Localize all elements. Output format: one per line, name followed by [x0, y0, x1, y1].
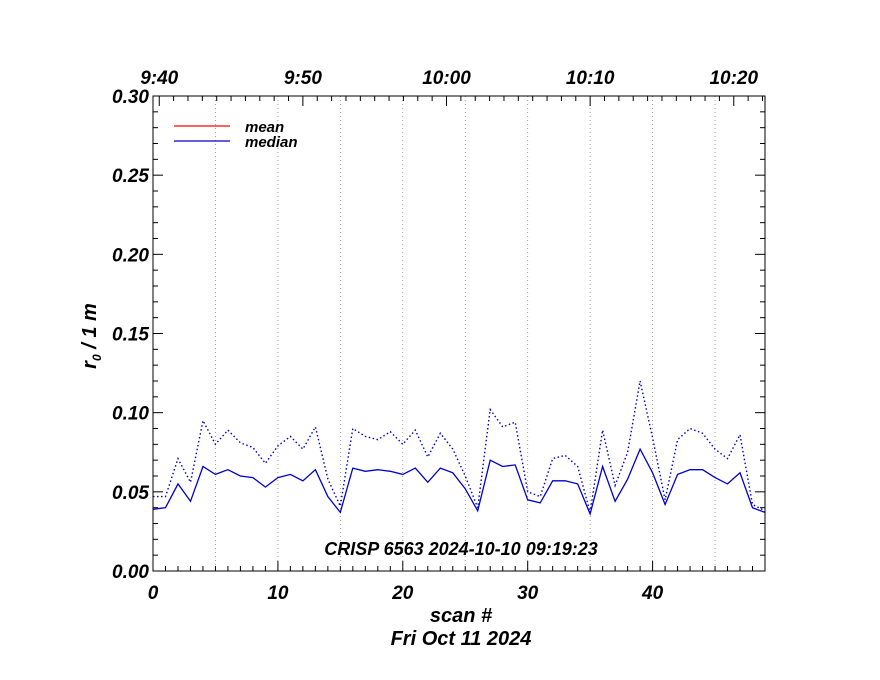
y-axis-title-rest: / 1 m — [79, 303, 101, 354]
y-tick-label-2: 0.10 — [112, 404, 149, 425]
x-axis-title: scan # — [430, 605, 493, 627]
top-tick-label-1: 9:50 — [284, 68, 322, 89]
series-lines — [152, 380, 766, 517]
y-tick-label-3: 0.15 — [112, 325, 149, 346]
y-tick-label-5: 0.25 — [112, 166, 149, 187]
top-tick-label-3: 10:10 — [566, 68, 615, 89]
y-tick-label-4: 0.20 — [112, 245, 149, 266]
plot-frame — [152, 95, 766, 572]
tick-labels: 0 10 20 30 40 9:40 9:50 10:00 10:10 10:20 0.00 0.05… — [112, 68, 758, 604]
series-line-median — [152, 447, 766, 517]
x-axis-subtitle: Fri Oct 11 2024 — [391, 628, 532, 650]
legend: mean median — [174, 119, 298, 151]
vertical-gridlines — [215, 96, 716, 571]
y-axis-title: r0 / 1 m — [79, 303, 104, 369]
axis-ticks — [152, 95, 766, 572]
legend-label-median: median — [245, 134, 298, 151]
x-tick-label-10: 10 — [267, 583, 289, 604]
y-axis-title-subscript: 0 — [90, 354, 104, 361]
x-tick-label-40: 40 — [641, 583, 664, 604]
y-tick-label-0: 0.00 — [112, 562, 149, 583]
y-tick-label-1: 0.05 — [112, 483, 149, 504]
top-tick-label-4: 10:20 — [709, 68, 758, 89]
top-tick-label-2: 10:00 — [422, 68, 471, 89]
y-tick-label-6: 0.30 — [112, 87, 149, 108]
legend-label-mean: mean — [245, 119, 284, 136]
top-tick-label-0: 9:40 — [140, 68, 178, 89]
x-tick-label-0: 0 — [148, 583, 159, 604]
x-tick-label-20: 20 — [391, 583, 414, 604]
x-tick-label-30: 30 — [517, 583, 539, 604]
chart-annotation: CRISP 6563 2024-10-10 09:19:23 — [324, 539, 598, 559]
y-axis-title-main: r — [79, 360, 101, 369]
series-line-mean — [153, 380, 766, 513]
